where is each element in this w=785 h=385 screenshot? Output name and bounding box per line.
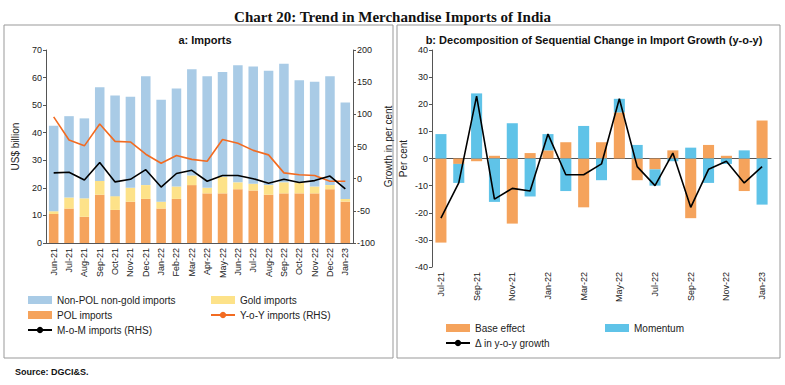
svg-text:Y-o-Y imports (RHS): Y-o-Y imports (RHS) <box>240 310 331 321</box>
svg-text:Sep-22: Sep-22 <box>686 272 696 301</box>
svg-text:Mar-22: Mar-22 <box>187 248 197 277</box>
svg-text:10: 10 <box>418 126 428 136</box>
svg-text:Δ in y-o-y growth: Δ in y-o-y growth <box>475 338 549 349</box>
svg-text:Nov-22: Nov-22 <box>310 248 320 277</box>
svg-text:200: 200 <box>357 45 372 55</box>
svg-text:10: 10 <box>32 210 42 220</box>
svg-text:Nov-22: Nov-22 <box>721 272 731 301</box>
svg-text:60: 60 <box>32 73 42 83</box>
svg-text:Sep-21: Sep-21 <box>95 248 105 277</box>
svg-text:Feb-22: Feb-22 <box>171 248 181 277</box>
svg-text:-40: -40 <box>415 262 428 272</box>
svg-text:Per cent: Per cent <box>398 140 409 177</box>
svg-text:20: 20 <box>418 99 428 109</box>
svg-text:40: 40 <box>32 128 42 138</box>
svg-text:-50: -50 <box>357 206 370 216</box>
svg-text:May-22: May-22 <box>614 272 624 302</box>
svg-text:Sep-22: Sep-22 <box>279 248 289 277</box>
svg-text:Nov-21: Nov-21 <box>125 248 135 277</box>
svg-text:Non-POL non-gold imports: Non-POL non-gold imports <box>57 295 176 306</box>
svg-text:150: 150 <box>357 77 372 87</box>
svg-text:Jul-21: Jul-21 <box>64 248 74 273</box>
svg-text:Jun-21: Jun-21 <box>49 248 59 276</box>
svg-text:Jan-23: Jan-23 <box>340 248 350 276</box>
svg-text:Sep-21: Sep-21 <box>472 272 482 301</box>
svg-text:Jan-22: Jan-22 <box>543 272 553 300</box>
svg-text:Nov-21: Nov-21 <box>507 272 517 301</box>
svg-text:Aug-22: Aug-22 <box>264 248 274 277</box>
svg-text:US$ billion: US$ billion <box>10 123 21 171</box>
svg-text:100: 100 <box>357 109 372 119</box>
svg-text:Source: DGCI&S.: Source: DGCI&S. <box>15 367 89 377</box>
svg-text:Dec-21: Dec-21 <box>141 248 151 277</box>
svg-text:-10: -10 <box>415 181 428 191</box>
svg-text:Gold imports: Gold imports <box>240 295 297 306</box>
svg-text:Dec-22: Dec-22 <box>325 248 335 277</box>
svg-text:Growth in per cent: Growth in per cent <box>383 105 394 187</box>
svg-text:a: Imports: a: Imports <box>178 34 231 46</box>
svg-text:Jul-21: Jul-21 <box>436 272 446 297</box>
svg-text:Jun-22: Jun-22 <box>233 248 243 276</box>
svg-text:Oct-22: Oct-22 <box>294 248 304 275</box>
svg-text:May-22: May-22 <box>218 248 228 278</box>
svg-text:30: 30 <box>418 72 428 82</box>
svg-text:30: 30 <box>32 155 42 165</box>
svg-text:Chart 20: Trend in Merchandise: Chart 20: Trend in Merchandise Imports o… <box>234 9 551 25</box>
svg-text:Jan-22: Jan-22 <box>156 248 166 276</box>
svg-text:70: 70 <box>32 45 42 55</box>
svg-text:Momentum: Momentum <box>634 323 684 334</box>
svg-text:50: 50 <box>357 142 367 152</box>
svg-text:-30: -30 <box>415 235 428 245</box>
svg-text:20: 20 <box>32 183 42 193</box>
svg-text:-100: -100 <box>357 238 375 248</box>
svg-text:M-o-M imports (RHS): M-o-M imports (RHS) <box>57 325 152 336</box>
svg-text:Oct-21: Oct-21 <box>110 248 120 275</box>
svg-text:-20: -20 <box>415 208 428 218</box>
svg-text:Jul-22: Jul-22 <box>650 272 660 297</box>
svg-text:Base effect: Base effect <box>475 323 525 334</box>
svg-text:POL imports: POL imports <box>57 310 112 321</box>
svg-text:50: 50 <box>32 100 42 110</box>
svg-text:Jul-22: Jul-22 <box>248 248 258 273</box>
svg-text:b: Decomposition of Sequential: b: Decomposition of Sequential Change in… <box>426 34 763 46</box>
svg-text:0: 0 <box>423 154 428 164</box>
svg-text:Aug-21: Aug-21 <box>79 248 89 277</box>
svg-text:0: 0 <box>357 174 362 184</box>
svg-text:40: 40 <box>418 45 428 55</box>
svg-text:Mar-22: Mar-22 <box>579 272 589 301</box>
svg-text:Apr-22: Apr-22 <box>202 248 212 275</box>
svg-text:0: 0 <box>37 238 42 248</box>
svg-text:Jan-23: Jan-23 <box>757 272 767 300</box>
